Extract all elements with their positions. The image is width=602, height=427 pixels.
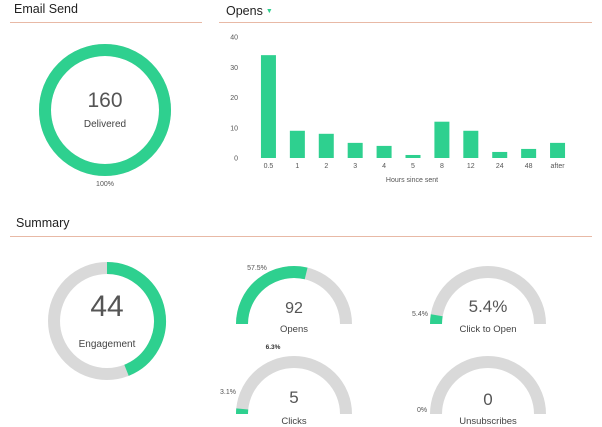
delivered-donut: 160 Delivered 100% xyxy=(39,44,171,188)
opens-gauge-percent: 57.5% xyxy=(247,265,267,272)
engagement-donut-arc xyxy=(106,262,166,376)
unsubscribes-gauge-value: 0 xyxy=(483,390,492,409)
opens-x-tick-label: 1 xyxy=(295,163,299,170)
opens-bar[interactable] xyxy=(376,145,392,158)
opens-x-tick-label: 5 xyxy=(411,163,415,170)
opens-bar[interactable] xyxy=(260,55,276,158)
opens-bar[interactable] xyxy=(289,130,305,158)
caret-down-icon[interactable]: ▼ xyxy=(265,8,273,15)
opens-x-tick-label: 8 xyxy=(440,163,444,170)
opens-x-tick-label: 48 xyxy=(525,163,533,170)
click-to-open-gauge-label: Click to Open xyxy=(459,324,516,335)
opens-x-tick-label: 3 xyxy=(353,163,357,170)
email-send-divider xyxy=(10,22,202,23)
opens-gauge-arc xyxy=(236,266,308,325)
opens-x-tick-label: 0.5 xyxy=(264,163,274,170)
opens-x-tick-label: 24 xyxy=(496,163,504,170)
opens-bar[interactable] xyxy=(434,121,450,158)
engagement-donut: 44 Engagement xyxy=(48,262,166,380)
opens-gauge-label: Opens xyxy=(280,324,308,335)
delivered-donut-arc xyxy=(39,44,171,177)
opens-x-tick-label: after xyxy=(551,163,566,170)
clicks-gauge-secondary-percent: 6.3% xyxy=(266,344,281,351)
delivered-label: Delivered xyxy=(84,119,126,130)
clicks-gauge-value: 5 xyxy=(289,388,298,407)
delivered-percent: 100% xyxy=(96,181,114,188)
clicks-gauge-percent: 3.1% xyxy=(220,389,236,396)
opens-title: Opens xyxy=(226,4,263,18)
opens-gauge-value: 92 xyxy=(285,300,303,317)
opens-divider xyxy=(219,22,592,23)
opens-y-tick-label: 20 xyxy=(230,95,238,102)
click-to-open-gauge-value: 5.4% xyxy=(469,297,508,316)
opens-gauge: 57.5% 92 Opens xyxy=(236,265,352,335)
opens-y-axis: 0 10 20 30 40 xyxy=(230,35,238,163)
click-to-open-gauge: 5.4% 5.4% Click to Open xyxy=(412,266,546,335)
opens-bar[interactable] xyxy=(492,151,508,158)
opens-x-axis-label: Hours since sent xyxy=(386,177,438,184)
opens-x-tick-label: 12 xyxy=(467,163,475,170)
opens-x-tick-label: 4 xyxy=(382,163,386,170)
opens-y-tick-label: 0 xyxy=(234,156,238,163)
opens-header[interactable]: Opens ▼ xyxy=(226,4,273,18)
summary-divider xyxy=(10,236,592,237)
clicks-gauge: 6.3% 3.1% 5 Clicks xyxy=(220,344,352,427)
opens-bar[interactable] xyxy=(347,142,363,158)
clicks-gauge-label: Clicks xyxy=(281,416,307,427)
summary-title: Summary xyxy=(16,216,70,230)
opens-bar[interactable] xyxy=(405,154,421,158)
click-to-open-gauge-track xyxy=(430,266,546,325)
opens-y-tick-label: 30 xyxy=(230,65,238,72)
opens-bar[interactable] xyxy=(463,130,479,158)
unsubscribes-gauge: 0% 0 Unsubscribes xyxy=(417,356,546,427)
unsubscribes-gauge-label: Unsubscribes xyxy=(459,416,517,427)
opens-bar[interactable] xyxy=(318,133,334,158)
engagement-value: 44 xyxy=(90,290,123,323)
click-to-open-gauge-arc xyxy=(430,314,443,325)
opens-x-axis: 0.5 1 2 3 4 5 8 12 24 48 after xyxy=(264,163,566,170)
opens-y-tick-label: 10 xyxy=(230,125,238,132)
opens-x-tick-label: 2 xyxy=(324,163,328,170)
opens-y-tick-label: 40 xyxy=(230,35,238,42)
opens-bar[interactable] xyxy=(550,142,566,158)
unsubscribes-gauge-track xyxy=(430,356,546,415)
delivered-value: 160 xyxy=(87,89,122,112)
clicks-gauge-track xyxy=(236,356,352,415)
email-send-title: Email Send xyxy=(14,2,78,16)
unsubscribes-gauge-percent: 0% xyxy=(417,407,427,414)
engagement-label: Engagement xyxy=(79,339,136,350)
click-to-open-gauge-percent: 5.4% xyxy=(412,311,428,318)
opens-bars xyxy=(260,55,566,158)
opens-bar[interactable] xyxy=(521,148,537,158)
